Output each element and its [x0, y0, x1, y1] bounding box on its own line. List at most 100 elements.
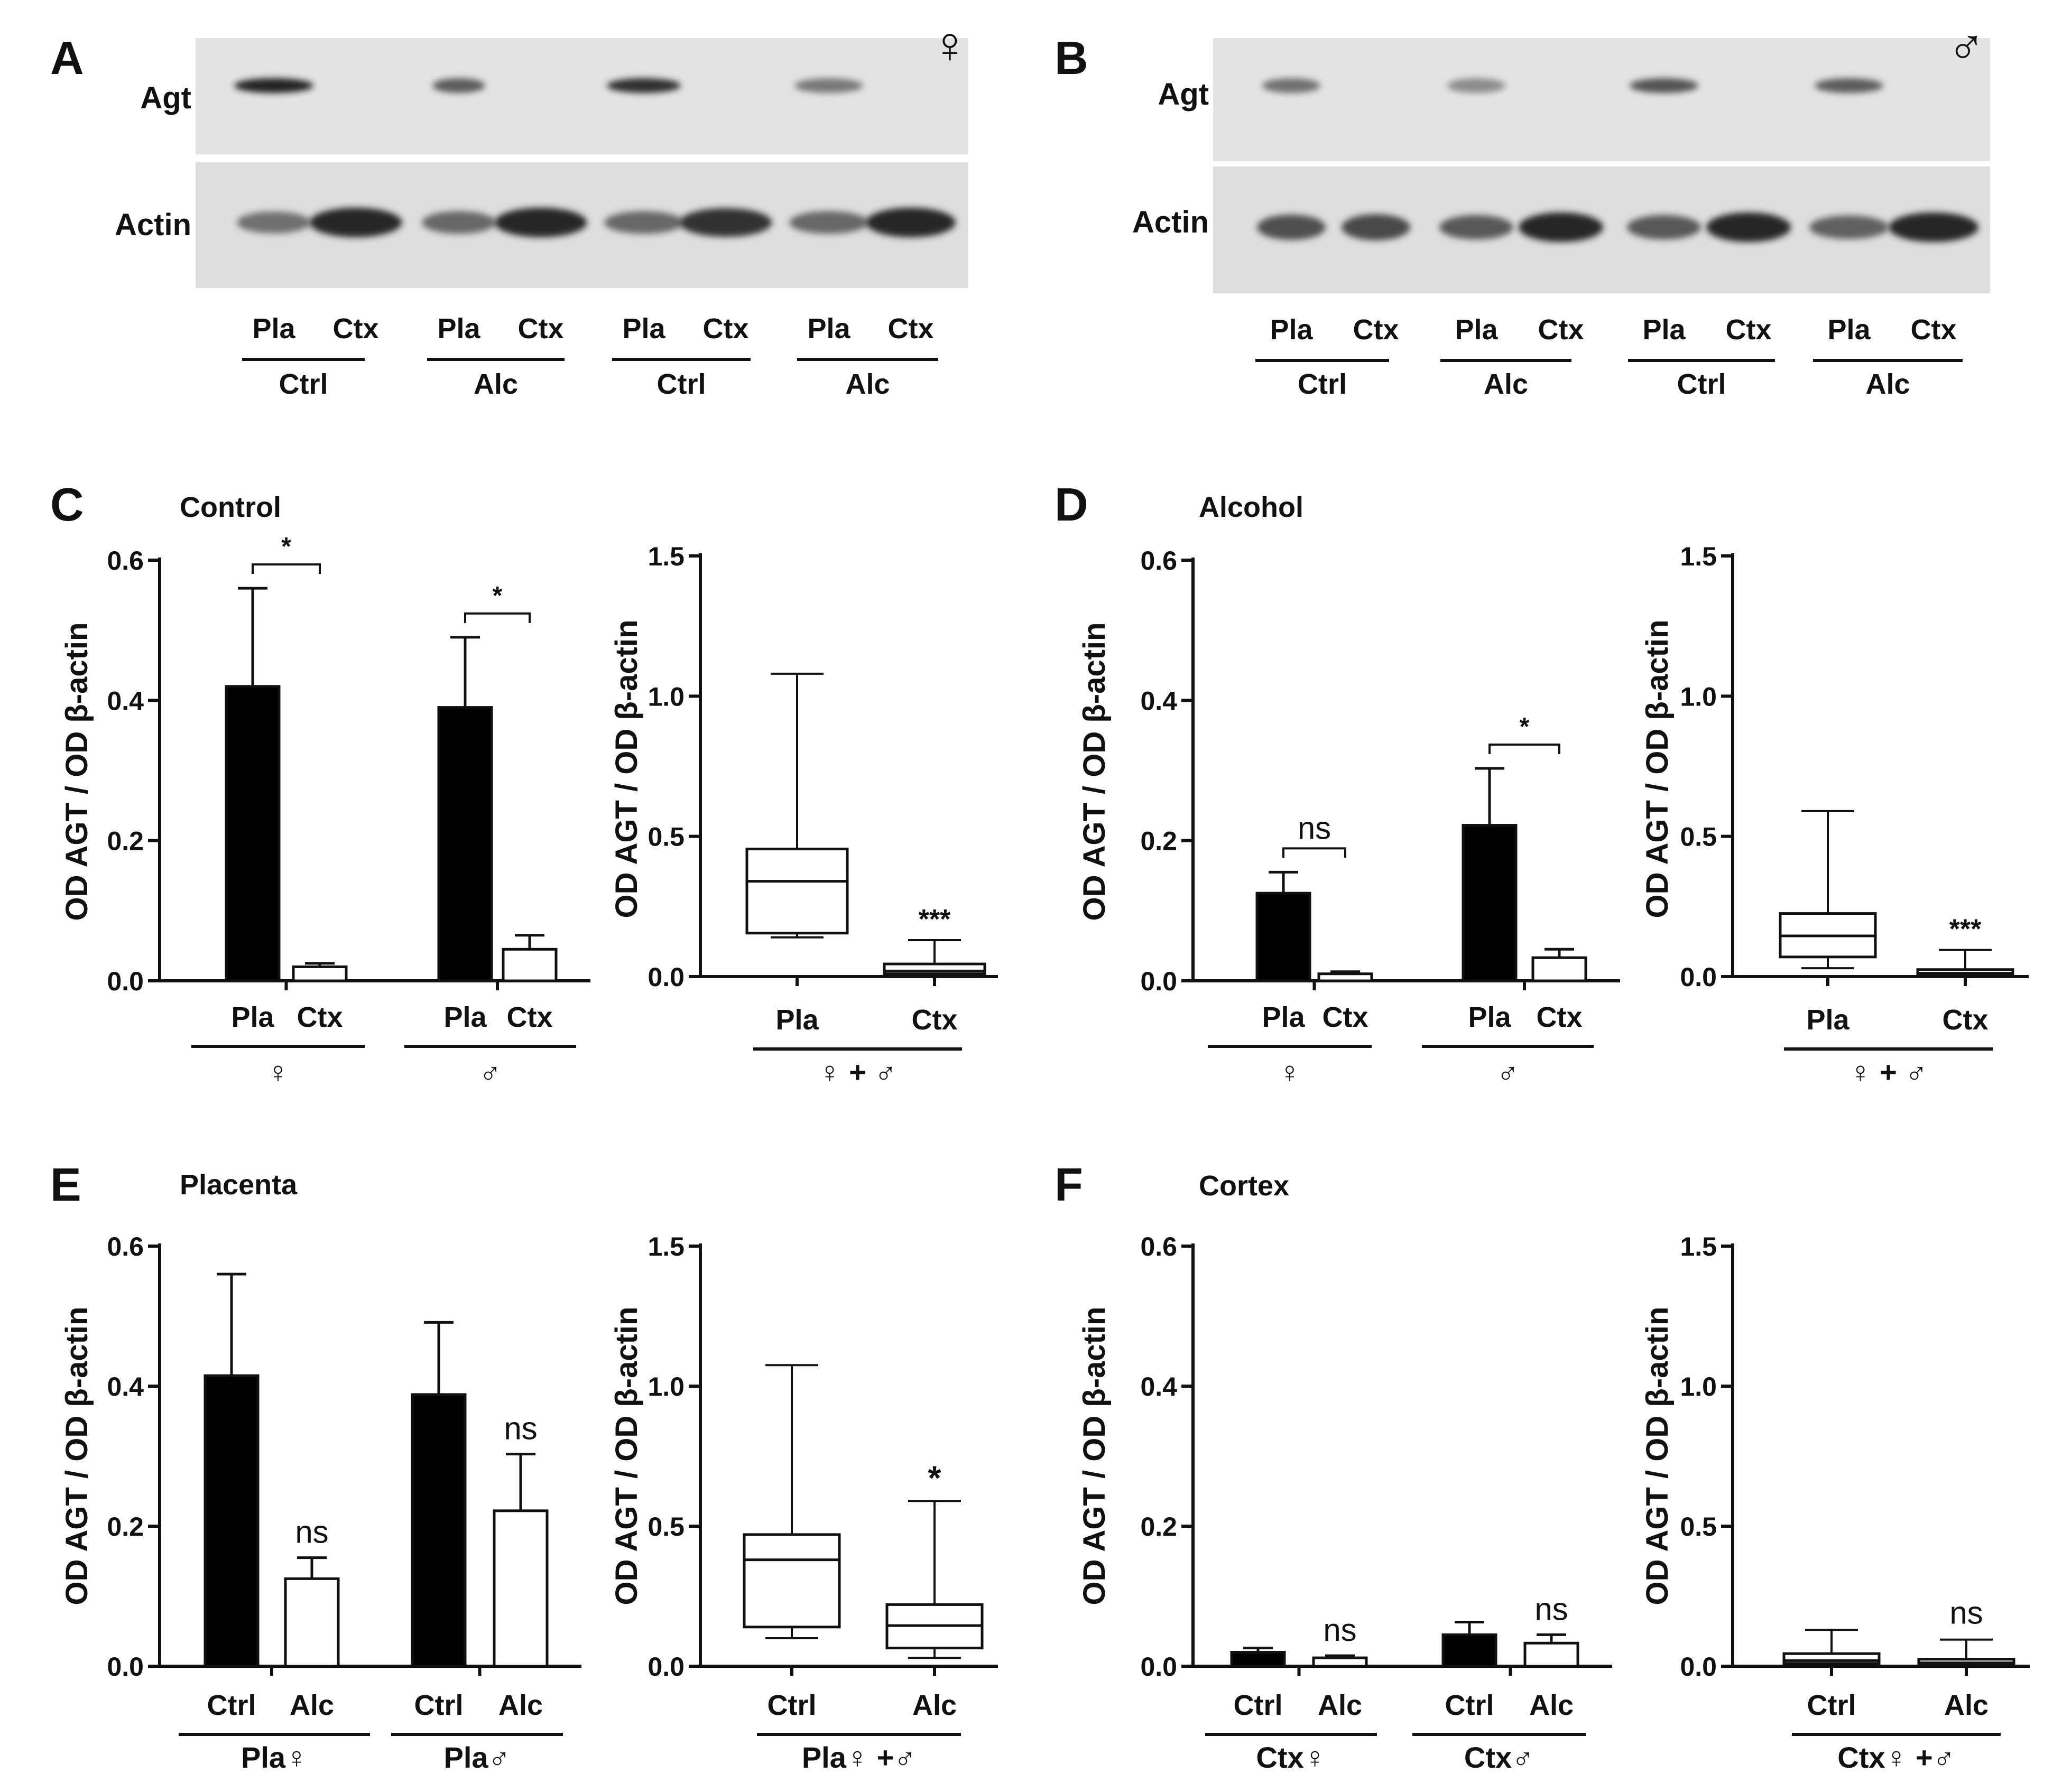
panel-letter-A: A — [50, 32, 84, 84]
bar — [502, 948, 558, 982]
bar — [1441, 1633, 1497, 1668]
x-category-label: Ctrl — [1234, 1689, 1283, 1721]
y-tick-label: 0.0 — [107, 967, 144, 996]
significance-label: ns — [1323, 1612, 1356, 1648]
lane-label: Pla — [807, 313, 850, 345]
x-category-label: Ctx — [506, 1001, 552, 1033]
y-tick-label: 0.6 — [1140, 1232, 1177, 1261]
significance-bracket — [252, 563, 321, 574]
agt-band — [607, 78, 681, 93]
y-axis-label: OD AGT / OD β-actin — [1640, 620, 1675, 918]
box — [1782, 1652, 1881, 1665]
lane-label: Pla — [1642, 314, 1686, 346]
x-category-label: Ctx — [911, 1004, 957, 1036]
group-label: ♀ — [1279, 1055, 1301, 1089]
y-axis-label: OD AGT / OD β-actin — [1077, 623, 1112, 921]
y-tick-label: 0.0 — [648, 1652, 685, 1682]
chart-E-bar: 0.0 0.2 0.4 0.6 OD AGT / OD β-actin ns ns Ctrl A… — [60, 1232, 581, 1774]
chart-F-box: 0.0 0.5 1.0 1.5 OD AGT / OD β-actin ns Ctrl Alc… — [1640, 1232, 2030, 1774]
x-category-label: Ctx — [297, 1001, 343, 1033]
group-label: Alc — [1865, 368, 1910, 400]
bar — [1230, 1651, 1286, 1668]
y-tick-label: 0.2 — [1140, 1512, 1177, 1542]
y-tick-label: 0.6 — [107, 546, 144, 575]
bar — [437, 706, 493, 982]
group-label: Ctrl — [1677, 368, 1726, 400]
panel-title-C: Control — [180, 491, 281, 523]
actin-band — [1342, 214, 1410, 240]
panel-title-D: Alcohol — [1199, 491, 1303, 523]
significance-label: *** — [919, 904, 951, 935]
y-tick-label: 0.0 — [1680, 962, 1717, 992]
bar — [292, 965, 348, 982]
actin-band — [1889, 212, 1978, 242]
y-tick-label: 0.0 — [1680, 1652, 1717, 1682]
bar — [1317, 972, 1373, 982]
group-label: ♀ — [267, 1055, 289, 1089]
y-tick-label: 0.6 — [1140, 546, 1177, 575]
y-tick-label: 0.5 — [648, 1512, 685, 1542]
y-tick-label: 0.0 — [1140, 1652, 1177, 1682]
lane-label: Pla — [622, 313, 665, 345]
actin-band — [1257, 215, 1326, 240]
actin-band — [789, 211, 868, 234]
lane-label: Ctx — [887, 313, 933, 345]
group-label: Ctx♀ +♂ — [1837, 1741, 1955, 1774]
bar — [1523, 1641, 1579, 1668]
x-category-label: Ctrl — [414, 1689, 464, 1721]
box — [883, 962, 986, 976]
y-tick-label: 0.4 — [107, 1372, 144, 1401]
panel-letter-B: B — [1055, 32, 1088, 84]
box — [743, 1533, 841, 1629]
chart-E-box: 0.0 0.5 1.0 1.5 OD AGT / OD β-actin * Ctrl Alc P… — [609, 1232, 998, 1774]
y-axis-label: OD AGT / OD β-actin — [609, 1307, 644, 1605]
panel-letter-D: D — [1055, 478, 1088, 531]
chart-F-bar: 0.0 0.2 0.4 0.6 OD AGT / OD β-actin ns ns Ctrl A… — [1077, 1232, 1612, 1774]
y-tick-label: 1.0 — [1680, 1372, 1717, 1401]
group-label: Pla♀ +♂ — [802, 1741, 916, 1774]
panel-title-B: ♂ — [1947, 17, 1985, 73]
y-tick-label: 1.5 — [648, 542, 685, 571]
bar — [204, 1374, 260, 1668]
group-label: Pla♂ — [443, 1741, 510, 1774]
actin-band — [422, 211, 496, 234]
x-category-label: Alc — [912, 1689, 957, 1721]
y-tick-label: 0.0 — [107, 1652, 144, 1682]
lane-label: Pla — [1455, 314, 1498, 346]
y-tick-label: 1.5 — [1680, 1232, 1717, 1261]
y-tick-label: 0.4 — [1140, 686, 1177, 716]
bar — [1312, 1656, 1368, 1668]
x-category-label: Pla — [775, 1004, 819, 1036]
group-label: Ctrl — [657, 368, 706, 400]
y-tick-label: 1.0 — [648, 1372, 685, 1401]
agt-band — [1630, 78, 1698, 93]
bar — [411, 1393, 467, 1668]
x-category-label: Alc — [290, 1689, 334, 1721]
panel-letter-E: E — [50, 1158, 81, 1211]
actin-band — [679, 208, 772, 237]
x-category-label: Ctrl — [1807, 1689, 1856, 1721]
y-tick-label: 0.6 — [107, 1232, 144, 1261]
panel-title-E: Placenta — [180, 1169, 298, 1201]
y-axis-label: OD AGT / OD β-actin — [609, 620, 644, 918]
significance-label: ns — [1949, 1595, 1983, 1631]
chart-D-bar: 0.0 0.2 0.4 0.6 OD AGT / OD β-actin ns * Pla Ctx… — [1077, 546, 1620, 1089]
lane-label: Ctx — [1538, 314, 1584, 346]
group-label: ♀ + ♂ — [819, 1055, 897, 1089]
actin-band — [1706, 212, 1791, 242]
agt-band — [1815, 78, 1883, 93]
lane-label: Ctx — [1353, 314, 1399, 346]
y-tick-label: 0.2 — [107, 1512, 144, 1542]
lane-label: Pla — [1270, 314, 1313, 346]
row-label-actin: Actin — [115, 208, 191, 242]
x-category-label: Alc — [1529, 1689, 1574, 1721]
x-category-label: Ctrl — [1445, 1689, 1494, 1721]
lane-label: Ctx — [332, 313, 378, 345]
x-category-label: Alc — [1944, 1689, 1989, 1721]
x-category-label: Ctrl — [207, 1689, 256, 1721]
group-label: Ctrl — [1298, 368, 1347, 400]
bar — [1531, 956, 1587, 982]
